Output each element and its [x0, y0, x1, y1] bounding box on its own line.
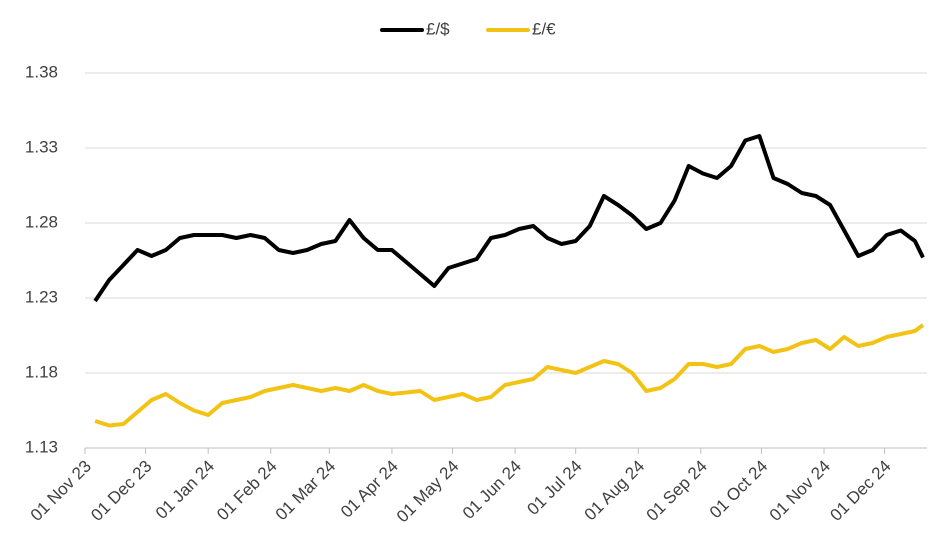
- x-tick-label: 01 Dec 24: [826, 457, 894, 525]
- x-tick-label: 01 Jun 24: [459, 457, 525, 523]
- legend-label: £/€: [532, 19, 556, 38]
- series-line: [94, 323, 925, 428]
- x-tick-label: 01 Nov 24: [766, 457, 834, 525]
- x-tick-label: 01 Apr 24: [337, 457, 402, 522]
- x-tick-label: 01 Dec 23: [87, 457, 155, 525]
- series-line: [93, 134, 925, 303]
- x-tick-label: 01 Nov 23: [27, 457, 95, 525]
- y-tick-label: 1.23: [25, 287, 58, 306]
- x-tick-label: 01 Mar 24: [272, 457, 340, 525]
- y-tick-label: 1.38: [25, 62, 58, 81]
- x-tick-label: 01 Jul 24: [523, 457, 585, 519]
- y-tick-label: 1.18: [25, 362, 58, 381]
- y-tick-label: 1.13: [25, 437, 58, 456]
- y-tick-label: 1.33: [25, 137, 58, 156]
- x-tick-label: 01 Feb 24: [213, 457, 281, 525]
- x-tick-label: 01 May 24: [393, 457, 463, 527]
- x-tick-label: 01 Sep 24: [643, 457, 711, 525]
- y-tick-label: 1.28: [25, 212, 58, 231]
- x-tick-label: 01 Oct 24: [706, 457, 772, 523]
- x-tick-label: 01 Jan 24: [152, 457, 218, 523]
- legend-label: £/$: [426, 19, 450, 38]
- x-tick-label: 01 Aug 24: [581, 457, 649, 525]
